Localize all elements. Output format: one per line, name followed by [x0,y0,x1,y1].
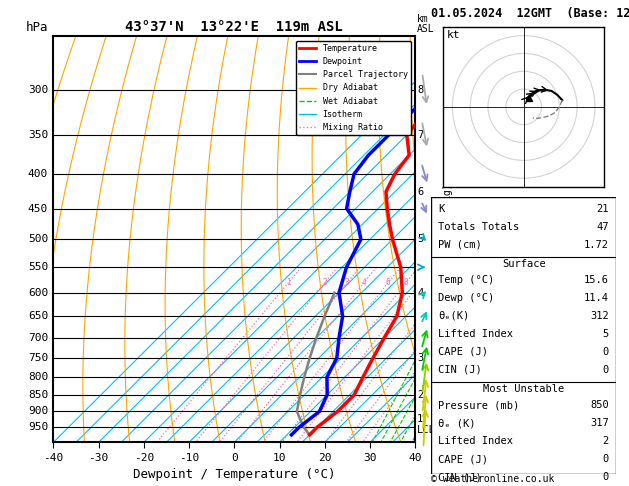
Text: 6: 6 [417,187,423,197]
X-axis label: Dewpoint / Temperature (°C): Dewpoint / Temperature (°C) [133,468,335,481]
Text: 15.6: 15.6 [584,275,609,285]
Text: Mixing Ratio (g/kg): Mixing Ratio (g/kg) [443,184,453,295]
Text: 0: 0 [603,454,609,464]
Text: 8: 8 [417,85,423,95]
Text: 850: 850 [590,400,609,410]
Text: 600: 600 [28,288,48,298]
Text: hPa: hPa [26,21,48,35]
Text: 5: 5 [603,329,609,339]
Text: Pressure (mb): Pressure (mb) [438,400,520,410]
Text: 8: 8 [404,278,408,287]
Text: 3: 3 [417,353,423,363]
Text: CAPE (J): CAPE (J) [438,454,488,464]
Text: 500: 500 [28,234,48,244]
Text: LCL: LCL [417,425,436,435]
Text: 300: 300 [28,85,48,95]
Text: 317: 317 [590,418,609,428]
Legend: Temperature, Dewpoint, Parcel Trajectory, Dry Adiabat, Wet Adiabat, Isotherm, Mi: Temperature, Dewpoint, Parcel Trajectory… [296,41,411,135]
Text: Lifted Index: Lifted Index [438,436,513,446]
Text: 450: 450 [28,204,48,213]
Text: CIN (J): CIN (J) [438,472,482,482]
Text: CAPE (J): CAPE (J) [438,347,488,357]
Text: © weatheronline.co.uk: © weatheronline.co.uk [431,473,554,484]
Text: K: K [438,204,445,214]
Text: 1: 1 [417,415,423,424]
Text: 2: 2 [323,278,327,287]
Text: 900: 900 [28,406,48,417]
Text: 0: 0 [603,365,609,375]
Text: 7: 7 [417,130,423,140]
Text: 312: 312 [590,311,609,321]
Text: 21: 21 [596,204,609,214]
Text: 11.4: 11.4 [584,293,609,303]
Text: 550: 550 [28,262,48,272]
Text: km
ASL: km ASL [417,14,435,35]
Text: 750: 750 [28,353,48,363]
Text: 700: 700 [28,333,48,343]
Text: Surface: Surface [502,259,545,269]
Text: PW (cm): PW (cm) [438,240,482,250]
Text: 2: 2 [417,390,423,399]
Text: 800: 800 [28,372,48,382]
Text: 4: 4 [417,288,423,298]
Text: CIN (J): CIN (J) [438,365,482,375]
Text: Temp (°C): Temp (°C) [438,275,494,285]
Text: Dewp (°C): Dewp (°C) [438,293,494,303]
Text: θₑ(K): θₑ(K) [438,311,469,321]
Text: kt: kt [447,30,460,40]
Text: 1: 1 [286,278,291,287]
Text: 950: 950 [28,422,48,432]
Text: 3: 3 [345,278,350,287]
Text: 650: 650 [28,311,48,321]
Text: 4: 4 [362,278,366,287]
Text: 2: 2 [603,436,609,446]
Text: Totals Totals: Totals Totals [438,222,520,232]
Text: Most Unstable: Most Unstable [483,384,564,394]
Text: 0: 0 [603,472,609,482]
Text: θₑ (K): θₑ (K) [438,418,476,428]
Text: 5: 5 [417,234,423,244]
Title: 43°37'N  13°22'E  119m ASL: 43°37'N 13°22'E 119m ASL [125,20,343,34]
Text: 0: 0 [603,347,609,357]
Text: 350: 350 [28,130,48,140]
Text: 1.72: 1.72 [584,240,609,250]
Text: 01.05.2024  12GMT  (Base: 12): 01.05.2024 12GMT (Base: 12) [431,7,629,20]
Text: 47: 47 [596,222,609,232]
Text: Lifted Index: Lifted Index [438,329,513,339]
Text: 850: 850 [28,390,48,399]
Text: 400: 400 [28,169,48,179]
Text: 6: 6 [386,278,391,287]
